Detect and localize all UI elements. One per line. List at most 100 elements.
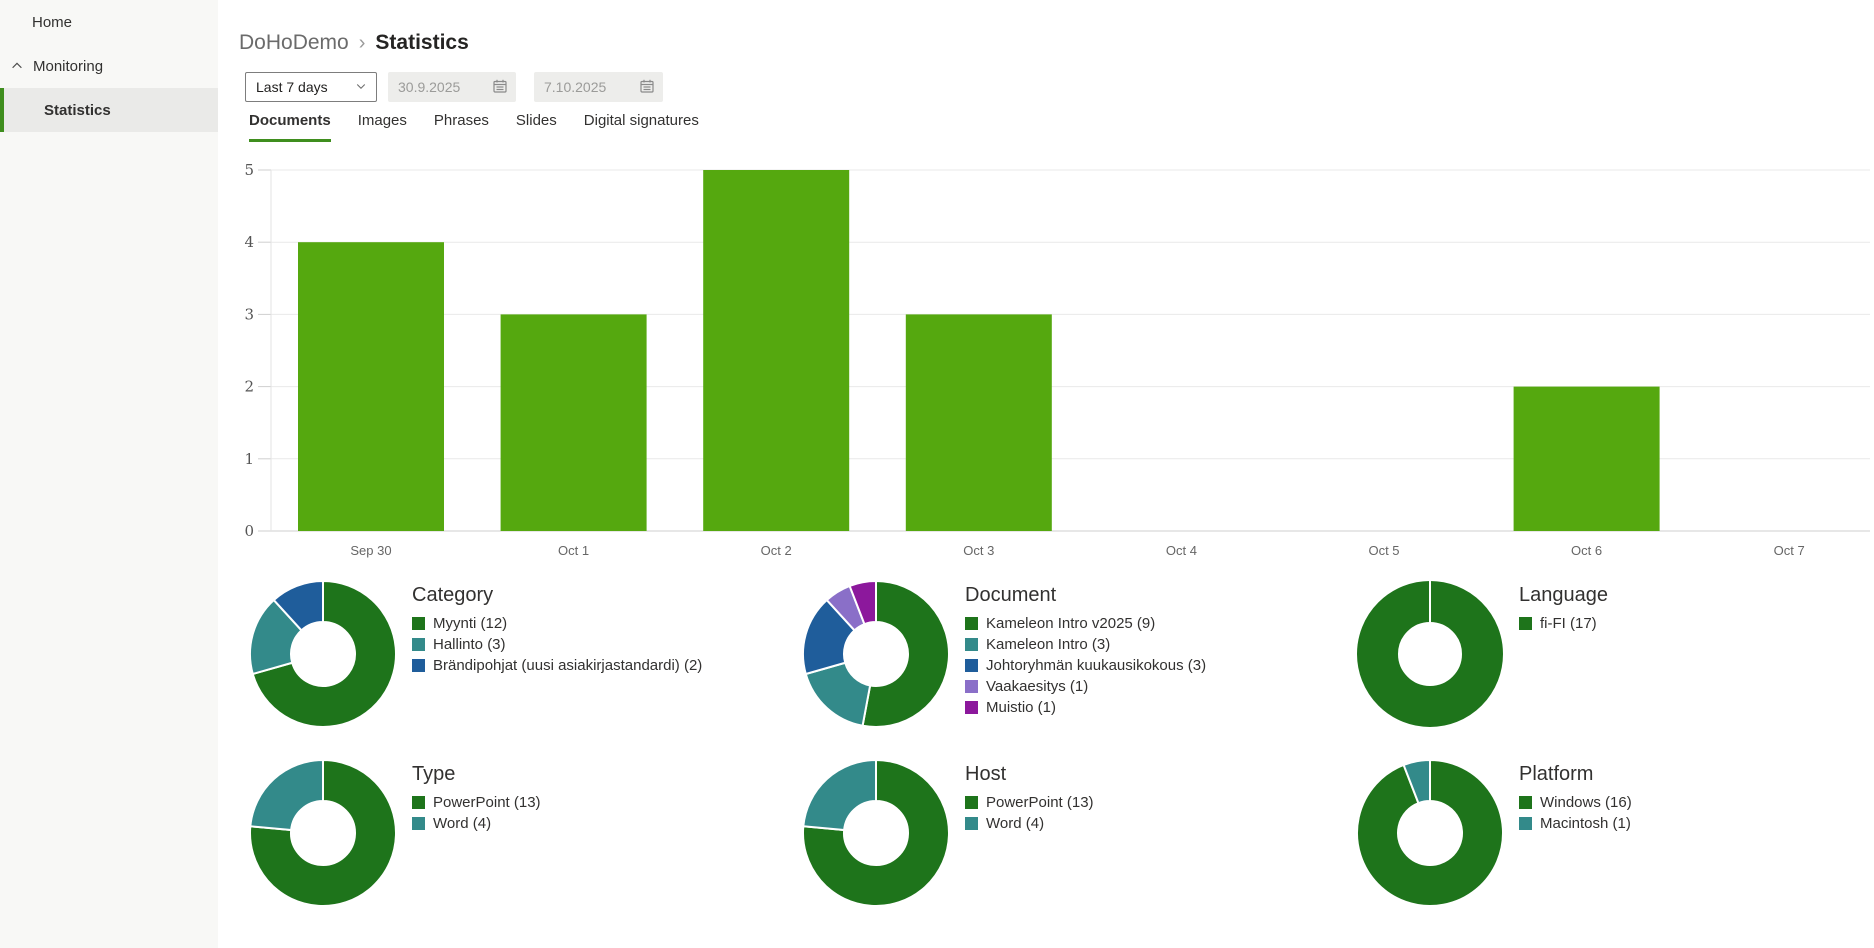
tab-images[interactable]: Images <box>357 112 407 129</box>
type-donut-chart <box>249 758 397 907</box>
legend-label: Windows (16) <box>1540 794 1632 811</box>
tab-documents[interactable]: Documents <box>249 112 331 142</box>
sidebar-item-statistics[interactable]: Statistics <box>0 88 218 132</box>
legend-label: Kameleon Intro v2025 (9) <box>986 615 1156 632</box>
bar-oct-1[interactable] <box>500 314 647 531</box>
legend-swatch-icon <box>412 638 425 651</box>
donut-legend: fi-FI (17) <box>1519 613 1608 634</box>
legend-swatch-icon <box>1519 817 1532 830</box>
legend-label: Word (4) <box>433 815 492 832</box>
donut-legend: PowerPoint (13) Word (4) <box>965 792 1094 834</box>
legend-label: Word (4) <box>986 815 1045 832</box>
breadcrumb-separator-icon: › <box>358 32 366 54</box>
y-axis-label: 4 <box>244 233 254 251</box>
legend-label: Hallinto (3) <box>433 636 506 653</box>
legend-swatch-icon <box>965 638 978 651</box>
x-axis-label: Oct 3 <box>963 543 994 558</box>
sidebar-item-label: Home <box>32 13 73 31</box>
tab-bar: Documents Images Phrases Slides Digital … <box>249 112 699 142</box>
donut-cell-host: Host PowerPoint (13) Word (4) <box>801 758 1341 928</box>
pie-slice-4[interactable] <box>848 579 877 626</box>
legend-swatch-icon <box>412 796 425 809</box>
documents-per-day-bar-chart: 0 1 2 3 4 5 Sep 30 Oct 1 Oct 2 Oct 3 Oct 4 Oct 5 Oct… <box>230 150 1874 575</box>
legend-item: Muistio (1) <box>965 697 1206 718</box>
end-date-field[interactable]: 7.10.2025 <box>534 72 663 102</box>
legend-swatch-icon <box>965 817 978 830</box>
donut-title: Language <box>1519 584 1608 606</box>
legend-item: Johtoryhmän kuukausikokous (3) <box>965 655 1206 676</box>
start-date-value: 30.9.2025 <box>398 79 461 95</box>
donut-legend: PowerPoint (13) Word (4) <box>412 792 541 834</box>
donut-cell-type: Type PowerPoint (13) Word (4) <box>248 758 788 928</box>
breadcrumb: DoHoDemo › Statistics <box>239 31 469 55</box>
pie-slice-1[interactable] <box>1402 758 1431 805</box>
legend-label: Johtoryhmän kuukausikokous (3) <box>986 657 1207 674</box>
pie-slice-0[interactable] <box>251 579 397 728</box>
legend-label: Myynti (12) <box>433 615 508 632</box>
start-date-field[interactable]: 30.9.2025 <box>388 72 516 102</box>
sidebar-item-home[interactable]: Home <box>0 0 218 44</box>
legend-swatch-icon <box>1519 617 1532 630</box>
language-donut-chart <box>1357 581 1503 727</box>
end-date-value: 7.10.2025 <box>544 79 607 95</box>
legend-label: Brändipohjat (uusi asiakirjastandardi) (… <box>433 657 703 674</box>
legend-swatch-icon <box>965 680 978 693</box>
breadcrumb-parent[interactable]: DoHoDemo <box>239 31 349 54</box>
tab-slides[interactable]: Slides <box>515 112 557 129</box>
pie-slice-1[interactable] <box>802 758 877 832</box>
bar-oct-2[interactable] <box>703 170 850 531</box>
legend-swatch-icon <box>965 796 978 809</box>
document-donut-chart <box>802 579 950 728</box>
sidebar-item-label: Monitoring <box>33 57 104 75</box>
sidebar-item-monitoring[interactable]: Monitoring <box>0 44 218 88</box>
donut-cell-category: Category Myynti (12) Hallinto (3) Brändipoh… <box>248 579 788 749</box>
y-axis-label: 1 <box>244 450 254 468</box>
pie-slice-2[interactable] <box>272 579 324 632</box>
y-axis-label: 3 <box>244 305 254 323</box>
y-axis-label: 5 <box>244 161 254 179</box>
donut-cell-document: Document Kameleon Intro v2025 (9) Kameleon… <box>801 579 1341 749</box>
pie-slice-1[interactable] <box>249 758 324 832</box>
legend-item: Vaakaesitys (1) <box>965 676 1206 697</box>
donut-title: Type <box>412 763 456 785</box>
donut-title: Document <box>965 584 1057 606</box>
legend-item: Myynti (12) <box>412 613 702 634</box>
donut-legend: Windows (16) Macintosh (1) <box>1519 792 1632 834</box>
x-axis-label: Oct 1 <box>558 543 589 558</box>
bar-oct-3[interactable] <box>905 314 1052 531</box>
legend-swatch-icon <box>412 659 425 672</box>
legend-swatch-icon <box>1519 796 1532 809</box>
pie-slice-0[interactable] <box>802 758 950 907</box>
legend-item: Word (4) <box>965 813 1094 834</box>
y-axis-label: 2 <box>244 378 254 396</box>
date-range-select[interactable]: Last 7 days <box>245 72 377 102</box>
category-donut-chart <box>249 579 397 728</box>
x-axis-label: Oct 7 <box>1774 543 1805 558</box>
host-donut-chart <box>802 758 950 907</box>
pie-slice-0[interactable] <box>861 579 950 728</box>
pie-slice-0[interactable] <box>1356 758 1504 907</box>
bar-oct-6[interactable] <box>1513 386 1660 531</box>
calendar-icon <box>492 78 508 97</box>
legend-label: fi-FI (17) <box>1540 615 1597 632</box>
x-axis-label: Sep 30 <box>350 543 391 558</box>
tab-phrases[interactable]: Phrases <box>433 112 489 129</box>
legend-label: Kameleon Intro (3) <box>986 636 1111 653</box>
x-axis-label: Oct 5 <box>1368 543 1399 558</box>
legend-item: Brändipohjat (uusi asiakirjastandardi) (… <box>412 655 702 676</box>
legend-item: Hallinto (3) <box>412 634 702 655</box>
donut-title: Host <box>965 763 1007 785</box>
chevron-up-icon <box>10 59 24 73</box>
legend-swatch-icon <box>412 617 425 630</box>
legend-swatch-icon <box>412 817 425 830</box>
pie-slice-0[interactable] <box>249 758 397 907</box>
platform-donut-chart <box>1356 758 1504 907</box>
donut-title: Category <box>412 584 494 606</box>
bar-sep-30[interactable] <box>298 242 444 531</box>
page-title: Statistics <box>375 31 469 54</box>
legend-item: Kameleon Intro v2025 (9) <box>965 613 1206 634</box>
y-axis-label: 0 <box>244 522 254 540</box>
legend-label: PowerPoint (13) <box>986 794 1094 811</box>
x-axis-label: Oct 2 <box>761 543 792 558</box>
tab-digital-signatures[interactable]: Digital signatures <box>583 112 699 129</box>
